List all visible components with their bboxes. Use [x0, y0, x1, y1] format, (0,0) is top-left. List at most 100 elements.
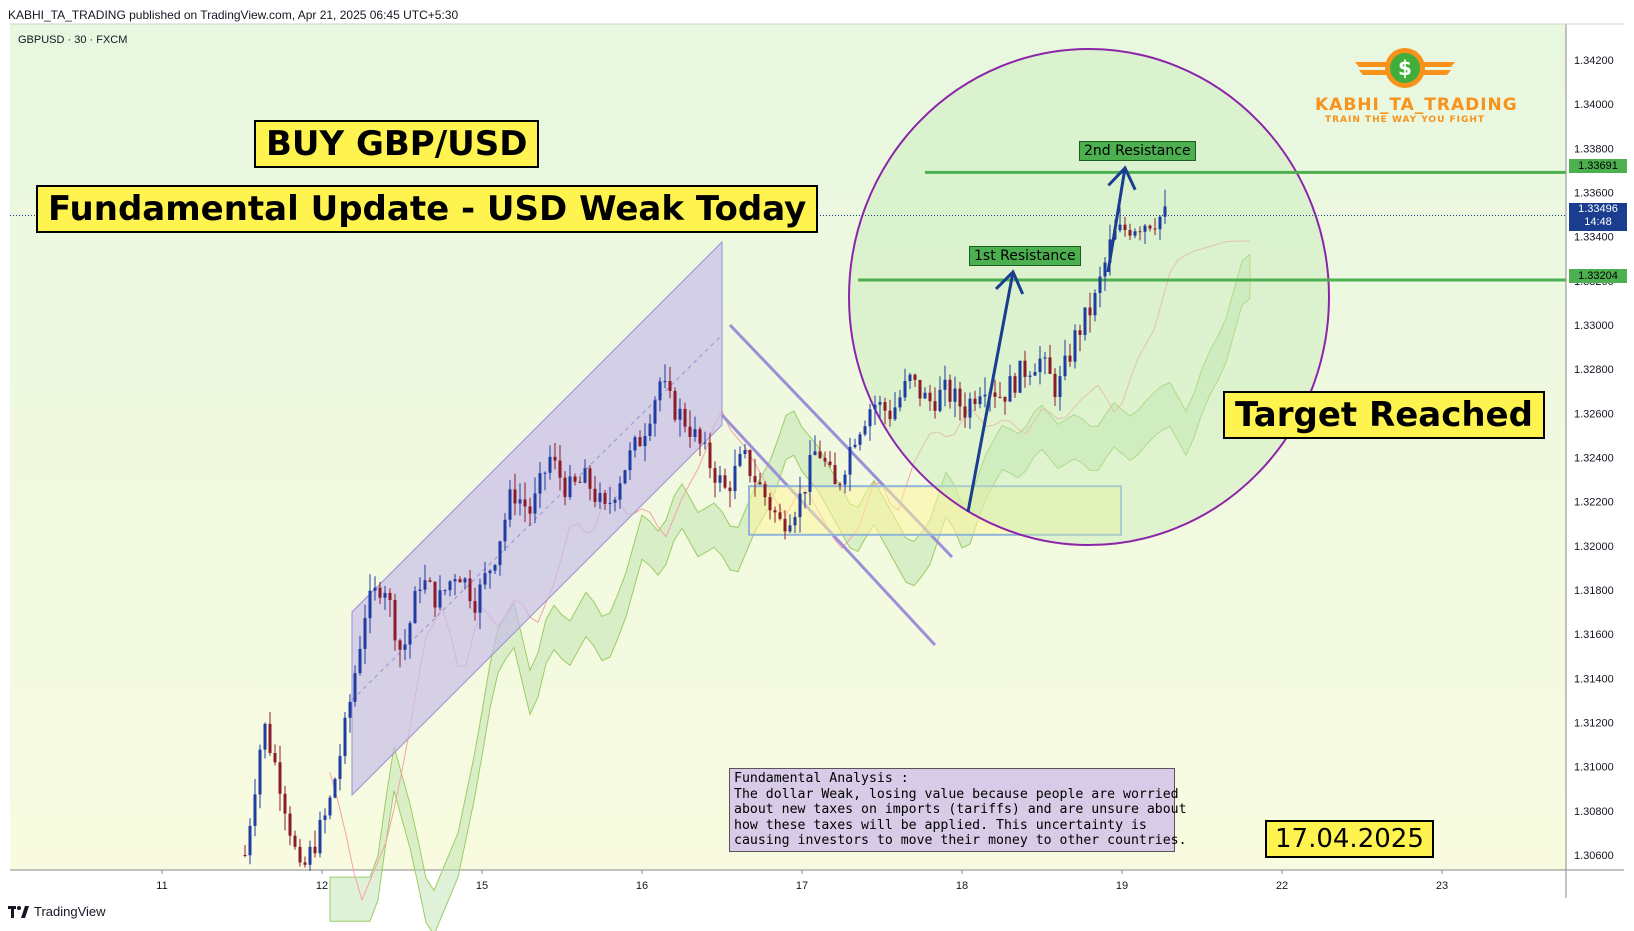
- candle-body: [1008, 376, 1012, 402]
- x-tick-label: 11: [156, 880, 167, 892]
- candle-body: [413, 590, 417, 624]
- candle-body: [288, 813, 292, 836]
- candle-body: [1068, 355, 1072, 362]
- x-tick-label: 12: [316, 880, 328, 892]
- candle-body: [953, 388, 957, 402]
- candle-body: [1083, 307, 1087, 335]
- candle-body: [808, 455, 812, 492]
- candle-body: [1158, 216, 1162, 230]
- candle-body: [368, 590, 372, 619]
- candle-body: [993, 392, 997, 397]
- candle-body: [823, 458, 827, 462]
- x-tick-label: 19: [1116, 880, 1128, 892]
- candle-body: [1013, 376, 1017, 393]
- candle-body: [708, 442, 712, 469]
- candle-body: [638, 437, 642, 447]
- candle-body: [998, 396, 1002, 398]
- y-tick-label: 1.33000: [1574, 320, 1614, 332]
- candle-body: [748, 450, 752, 477]
- candle-body: [488, 570, 492, 574]
- candle-body: [948, 379, 952, 402]
- candle-body: [613, 499, 617, 503]
- candle-body: [873, 404, 877, 410]
- candle-body: [243, 855, 247, 856]
- candle-body: [848, 447, 852, 475]
- date-label: 17.04.2025: [1265, 820, 1434, 858]
- candle-body: [1038, 358, 1042, 373]
- candle-body: [1123, 224, 1127, 231]
- x-tick-label: 18: [956, 880, 968, 892]
- candle-body: [1098, 276, 1102, 294]
- candle-body: [383, 592, 387, 598]
- candle-body: [783, 518, 787, 532]
- candle-body: [898, 397, 902, 408]
- candle-body: [348, 701, 352, 718]
- candle-body: [548, 456, 552, 473]
- tradingview-footer[interactable]: TradingView: [8, 904, 106, 919]
- candle-body: [423, 580, 427, 590]
- y-tick-label: 1.32000: [1574, 541, 1614, 553]
- brand-logo: $ KABHI_TA_TRADING TRAIN THE WAY YOU FIG…: [1315, 44, 1517, 125]
- candle-body: [868, 409, 872, 427]
- candle-body: [1093, 293, 1097, 316]
- x-tick-label: 23: [1436, 880, 1448, 892]
- candle-body: [908, 374, 912, 381]
- candle-body: [478, 584, 482, 613]
- candle-body: [593, 488, 597, 502]
- note-line: how these taxes will be applied. This un…: [734, 817, 1147, 833]
- y-tick-label: 1.30800: [1574, 806, 1614, 818]
- candle-body: [253, 794, 257, 826]
- candle-body: [428, 580, 432, 582]
- arrow-to-first-resistance-head: [994, 269, 1025, 295]
- candle-body: [313, 846, 317, 854]
- candle-body: [563, 477, 567, 498]
- candle-body: [713, 468, 717, 483]
- candle-body: [458, 579, 462, 583]
- publisher-line: KABHI_TA_TRADING published on TradingVie…: [8, 8, 459, 22]
- fundamental-update-label: Fundamental Update - USD Weak Today: [36, 185, 819, 233]
- candle-body: [418, 589, 422, 591]
- candle-body: [308, 846, 312, 865]
- candle-body: [298, 846, 302, 863]
- candle-body: [673, 390, 677, 420]
- candle-body: [528, 506, 532, 514]
- candle-body: [703, 442, 707, 444]
- candle-body: [738, 453, 742, 466]
- candle-body: [828, 461, 832, 466]
- candle-body: [1053, 373, 1057, 398]
- candle-body: [933, 401, 937, 411]
- y-tick-label: 1.31600: [1574, 629, 1614, 641]
- candle-body: [863, 426, 867, 435]
- candle-body: [843, 474, 847, 485]
- candle-body: [588, 468, 592, 489]
- candle-body: [678, 408, 682, 420]
- y-tick-label: 1.33400: [1574, 232, 1614, 244]
- x-tick-label: 17: [796, 880, 808, 892]
- candle-body: [858, 434, 862, 445]
- candle-body: [498, 541, 502, 566]
- candle-body: [598, 492, 602, 502]
- dollar-icon: $: [1398, 56, 1412, 80]
- first-resistance-label: 1st Resistance: [969, 246, 1081, 266]
- y-tick-label: 1.31800: [1574, 585, 1614, 597]
- candle-body: [773, 510, 777, 513]
- candle-body: [758, 482, 762, 485]
- current-price-tag: 1.33496 14:48: [1569, 203, 1627, 231]
- y-tick-label: 1.33800: [1574, 143, 1614, 155]
- candle-body: [1103, 262, 1107, 277]
- symbol-line: GBPUSD · 30 · FXCM: [18, 34, 128, 46]
- demand-zone: [748, 485, 1122, 536]
- candle-body: [978, 396, 982, 405]
- candle-body: [258, 749, 262, 795]
- candle-body: [648, 423, 652, 436]
- ichimoku-cloud: [329, 253, 1251, 931]
- candle-body: [353, 673, 357, 702]
- note-line: causing investors to move their money to…: [734, 833, 1187, 848]
- candle-body: [693, 429, 697, 437]
- candle-body: [833, 465, 837, 485]
- candle-body: [633, 437, 637, 451]
- y-tick-label: 1.34000: [1574, 99, 1614, 111]
- countdown-value: 14:48: [1584, 216, 1612, 228]
- candle-body: [913, 374, 917, 380]
